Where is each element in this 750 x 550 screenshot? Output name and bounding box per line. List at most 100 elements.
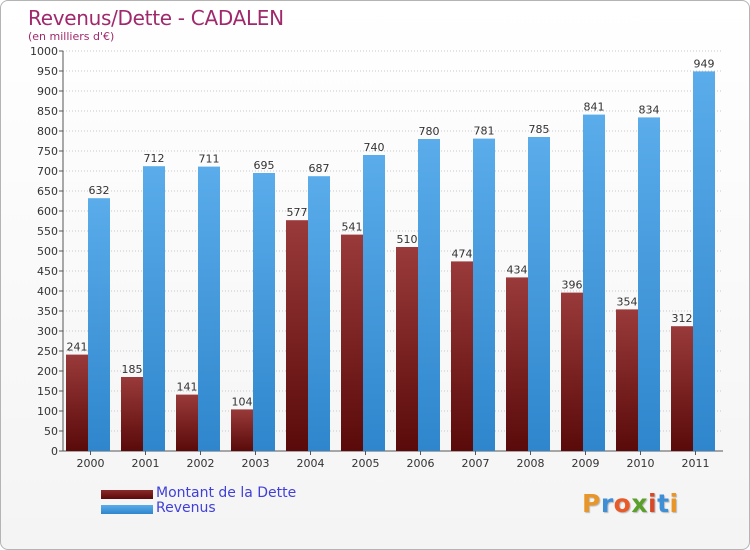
- value-label-debt-2004: 577: [287, 206, 308, 219]
- x-tick-label-2005: 2005: [352, 457, 380, 470]
- value-label-revenue-2004: 687: [309, 162, 330, 175]
- value-label-revenue-2000: 632: [89, 184, 110, 197]
- x-tick-label-2011: 2011: [682, 457, 710, 470]
- bar-revenue-2009: [583, 114, 605, 451]
- bar-revenue-2001: [143, 166, 165, 451]
- logo-letter: o: [613, 489, 632, 518]
- value-label-debt-2006: 510: [397, 233, 418, 246]
- value-label-debt-2005: 541: [342, 221, 363, 234]
- bar-revenue-2005: [363, 155, 385, 451]
- logo-letter: P: [582, 489, 601, 518]
- axes: 0 50 100 150 200 250 300 350 400 450 500 550 600 650 7…: [30, 45, 723, 470]
- y-tick-label: 0: [51, 445, 58, 458]
- proxiti-logo: Proxiti: [582, 489, 679, 518]
- x-tick-label-2001: 2001: [132, 457, 160, 470]
- legend-swatch-debt: [101, 490, 153, 499]
- bar-revenue-2003: [253, 173, 275, 451]
- y-tick-label: 600: [37, 205, 58, 218]
- y-tick-label: 550: [37, 225, 58, 238]
- chart-subtitle: (en milliers d'€): [28, 30, 115, 43]
- bar-debt-2005: [341, 234, 363, 451]
- bar-debt-2002: [176, 394, 198, 451]
- value-label-debt-2000: 241: [67, 341, 88, 354]
- value-label-revenue-2009: 841: [584, 101, 605, 114]
- y-tick-label: 200: [37, 365, 58, 378]
- chart-title: Revenus/Dette - CADALEN: [28, 6, 284, 30]
- bar-debt-2001: [121, 377, 143, 451]
- y-tick-label: 700: [37, 165, 58, 178]
- logo-letter: r: [600, 489, 614, 518]
- x-tick-label-2006: 2006: [407, 457, 435, 470]
- y-tick-label: 350: [37, 305, 58, 318]
- value-label-debt-2002: 141: [177, 381, 198, 394]
- value-label-debt-2008: 434: [507, 263, 528, 276]
- bar-revenue-2007: [473, 138, 495, 451]
- x-tick-label-2007: 2007: [462, 457, 490, 470]
- y-tick-label: 750: [37, 145, 58, 158]
- legend-label-debt: Montant de la Dette: [156, 485, 297, 501]
- y-tick-label: 150: [37, 385, 58, 398]
- x-tick-label-2004: 2004: [297, 457, 325, 470]
- legend-swatch-revenue: [101, 505, 153, 514]
- bar-debt-2009: [561, 292, 583, 451]
- logo-letter: i: [669, 489, 679, 518]
- value-label-debt-2001: 185: [122, 363, 143, 376]
- value-label-revenue-2008: 785: [529, 123, 550, 136]
- bar-debt-2003: [231, 409, 253, 451]
- grid-lines: [63, 50, 723, 452]
- y-tick-label: 450: [37, 265, 58, 278]
- value-label-debt-2011: 312: [672, 312, 693, 325]
- bar-debt-2008: [506, 277, 528, 451]
- y-tick-label: 650: [37, 185, 58, 198]
- value-label-debt-2007: 474: [452, 247, 473, 260]
- y-tick-label: 800: [37, 125, 58, 138]
- logo-letter: t: [657, 489, 670, 518]
- x-tick-label-2003: 2003: [242, 457, 270, 470]
- y-tick-label: 850: [37, 105, 58, 118]
- value-label-revenue-2005: 740: [364, 141, 385, 154]
- y-tick-label: 300: [37, 325, 58, 338]
- value-label-debt-2010: 354: [617, 295, 638, 308]
- bars: [66, 71, 715, 452]
- bar-revenue-2011: [693, 71, 715, 452]
- value-label-revenue-2007: 781: [474, 125, 495, 138]
- value-label-revenue-2002: 711: [199, 153, 220, 166]
- bar-revenue-2008: [528, 137, 550, 451]
- value-label-revenue-2010: 834: [639, 103, 660, 116]
- logo-letter: x: [631, 489, 648, 518]
- y-tick-label: 900: [37, 85, 58, 98]
- bar-debt-2000: [66, 354, 88, 451]
- bar-revenue-2010: [638, 117, 660, 452]
- bar-debt-2007: [451, 261, 473, 451]
- bar-revenue-2000: [88, 198, 110, 451]
- value-label-debt-2003: 104: [232, 395, 253, 408]
- legend-label-revenue: Revenus: [156, 500, 216, 516]
- bar-revenue-2006: [418, 139, 440, 451]
- x-tick-label-2010: 2010: [627, 457, 655, 470]
- bar-revenue-2002: [198, 166, 220, 451]
- bar-debt-2011: [671, 326, 693, 451]
- logo-letter: i: [648, 489, 658, 518]
- y-tick-label: 100: [37, 405, 58, 418]
- x-tick-label-2008: 2008: [517, 457, 545, 470]
- bar-revenue-2004: [308, 176, 330, 451]
- bar-debt-2010: [616, 309, 638, 451]
- value-label-revenue-2001: 712: [144, 152, 165, 165]
- x-tick-label-2000: 2000: [77, 457, 105, 470]
- y-tick-label: 950: [37, 65, 58, 78]
- value-label-revenue-2011: 949: [694, 57, 715, 70]
- x-tick-label-2002: 2002: [187, 457, 215, 470]
- x-tick-label-2009: 2009: [572, 457, 600, 470]
- bar-debt-2004: [286, 220, 308, 451]
- y-tick-label: 250: [37, 345, 58, 358]
- y-tick-label: 1000: [30, 45, 58, 58]
- value-label-revenue-2003: 695: [254, 159, 275, 172]
- y-tick-label: 400: [37, 285, 58, 298]
- value-label-revenue-2006: 780: [419, 125, 440, 138]
- y-tick-label: 50: [44, 425, 58, 438]
- value-label-debt-2009: 396: [562, 279, 583, 292]
- bar-debt-2006: [396, 247, 418, 451]
- y-tick-label: 500: [37, 245, 58, 258]
